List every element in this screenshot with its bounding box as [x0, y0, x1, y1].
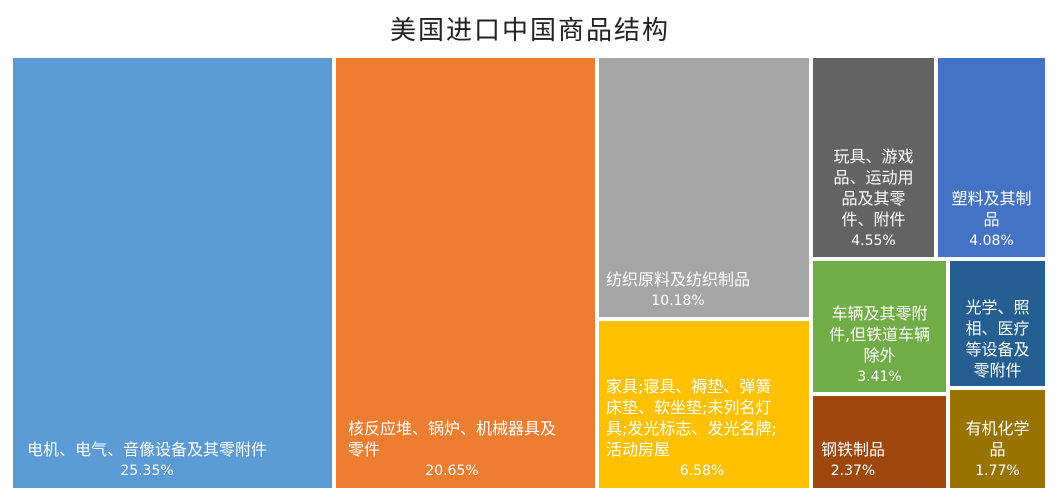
treemap-tile-value: 6.58%: [680, 463, 724, 479]
treemap-tile-value: 1.77%: [975, 463, 1019, 479]
treemap-tile-label: 品及其零: [841, 189, 905, 208]
treemap-tile-value: 20.65%: [425, 463, 478, 479]
treemap-tile-label: 玩具、游戏: [833, 147, 913, 166]
treemap-tile-label: 除外: [863, 346, 895, 365]
chart-title: 美国进口中国商品结构: [389, 16, 670, 46]
treemap-tile-label: 品: [989, 440, 1005, 459]
treemap-tile-label: 等设备及: [965, 340, 1029, 359]
treemap-tile-label: 塑料及其制: [951, 189, 1031, 208]
treemap-tile-value: 4.08%: [969, 233, 1013, 249]
treemap-tile: 电机、电气、音像设备及其零附件 25.35%: [13, 58, 332, 488]
treemap-tile-label: 品、运动用: [833, 168, 913, 187]
treemap-tile-rect: [938, 58, 1045, 257]
treemap-tile-label: 家具;寝具、褥垫、弹簧: [606, 377, 771, 396]
treemap-tile-label: 具;发光标志、发光名牌;: [606, 419, 777, 438]
treemap-tile-value: 4.55%: [851, 233, 895, 249]
treemap-tile-value: 2.37%: [831, 463, 875, 479]
treemap-tile-label: 零件: [348, 440, 380, 459]
treemap-tile-rect: [813, 58, 934, 257]
treemap-tile: 纺织原料及纺织制品 10.18%: [599, 58, 809, 317]
treemap-tile-label: 纺织原料及纺织制品: [606, 270, 750, 289]
treemap-tile-label: 有机化学: [965, 419, 1029, 438]
treemap-tile-rect: [950, 390, 1045, 488]
treemap-tile: 钢铁制品 2.37%: [813, 396, 946, 488]
treemap-tile-value: 10.18%: [651, 293, 704, 309]
treemap-tile-value: 3.41%: [857, 369, 901, 385]
treemap-tile-label: 活动房屋: [606, 440, 670, 459]
treemap-tile-value: 25.35%: [120, 463, 173, 479]
treemap-tile-label: 品: [983, 210, 999, 229]
treemap-tile-label: 件、附件: [841, 210, 905, 229]
treemap-tile-label: 光学、照: [965, 298, 1029, 317]
treemap-tile-rect: [336, 58, 595, 488]
treemap-tile-label: 床垫、软坐垫;未列名灯: [606, 398, 771, 417]
treemap-tile-rect: [813, 396, 946, 488]
treemap-tile-label: 核反应堆、锅炉、机械器具及: [348, 419, 556, 438]
treemap-tile-label: 钢铁制品: [821, 440, 885, 459]
treemap-tile-rect: [599, 321, 809, 488]
treemap-tile-rect: [813, 261, 946, 392]
treemap-tile-rect: [13, 58, 332, 488]
treemap-tile-label: 零附件: [973, 361, 1021, 380]
treemap-tile-rect: [950, 261, 1045, 386]
treemap-tile-label: 件,但铁道车辆: [829, 325, 930, 344]
treemap-tile-label: 电机、电气、音像设备及其零附件: [27, 440, 267, 459]
treemap-tile-label: 相、医疗: [965, 319, 1029, 338]
treemap-tile-label: 车辆及其零附: [831, 304, 927, 323]
treemap-tile-rect: [599, 58, 809, 317]
